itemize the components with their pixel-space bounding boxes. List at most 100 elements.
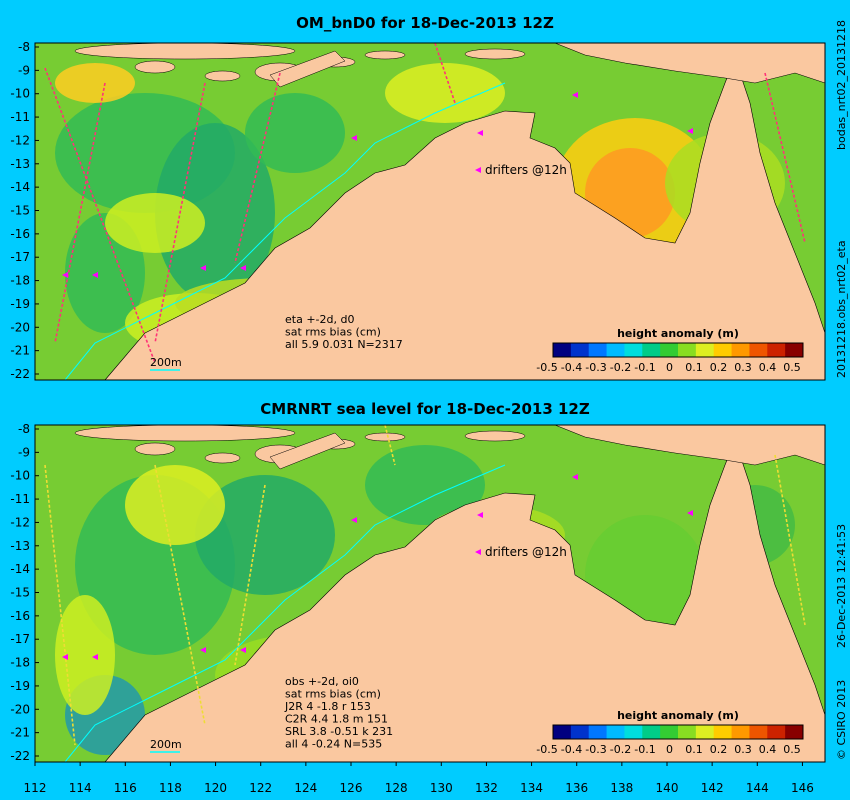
colorbar-swatch <box>660 725 679 739</box>
colorbar-tick-label: 0.2 <box>710 361 728 374</box>
colorbar-swatch <box>785 343 804 357</box>
y-tick-label: -15 <box>10 586 30 600</box>
anomaly-region <box>55 63 135 103</box>
colorbar-swatch <box>731 725 750 739</box>
y-tick-label: -13 <box>10 539 30 553</box>
y-tick-label: -8 <box>18 422 30 436</box>
drifter-marker <box>687 128 693 134</box>
colorbar-tick-label: 0.4 <box>759 361 777 374</box>
colorbar-tick-label: 0.1 <box>685 743 703 756</box>
satellite-track <box>234 484 266 666</box>
colorbar-swatch <box>785 725 804 739</box>
colorbar-tick-label: -0.4 <box>561 361 582 374</box>
x-tick-label: 120 <box>204 781 227 795</box>
satellite-track <box>154 82 206 344</box>
colorbar-swatch <box>749 725 768 739</box>
satellite-track <box>54 82 106 344</box>
info-line: eta +-2d, d0 <box>285 313 354 326</box>
colorbar-swatch <box>570 725 590 739</box>
drifter-marker <box>200 647 206 653</box>
colorbar-swatch <box>642 725 661 739</box>
island <box>134 60 176 74</box>
colorbar-swatch <box>713 725 733 739</box>
bottom-right-label-1: 26-Dec-2013 12:41:53 <box>835 523 848 648</box>
colorbar-swatch <box>731 343 750 357</box>
drifter-marker <box>351 135 357 141</box>
x-tick-label: 138 <box>610 781 633 795</box>
drifter-legend-icon <box>475 167 481 173</box>
drifter-marker <box>240 647 246 653</box>
colorbar-swatch <box>570 343 590 357</box>
anomaly-region <box>105 193 205 253</box>
x-tick-label: 144 <box>746 781 769 795</box>
x-tick-label: 114 <box>69 781 92 795</box>
x-tick-label: 134 <box>520 781 543 795</box>
satellite-track <box>234 72 281 264</box>
colorbar-tick-label: 0 <box>666 361 673 374</box>
island <box>204 70 241 82</box>
y-tick-label: -17 <box>10 250 30 264</box>
y-tick-label: -18 <box>10 656 30 670</box>
colorbar-tick-label: -0.5 <box>536 743 557 756</box>
colorbar-swatch <box>553 343 572 357</box>
info-line: sat rms bias (cm) <box>285 688 381 701</box>
x-tick-label: 122 <box>249 781 272 795</box>
y-tick-label: -9 <box>18 63 30 77</box>
x-tick-label: 136 <box>565 781 588 795</box>
colorbar-tick-label: -0.3 <box>585 361 606 374</box>
colorbar-swatch <box>553 725 572 739</box>
satellite-track <box>44 464 76 746</box>
y-tick-label: -12 <box>10 133 30 147</box>
anomaly-region <box>195 475 335 595</box>
y-tick-label: -20 <box>10 702 30 716</box>
x-tick-label: 132 <box>475 781 498 795</box>
top-map-title: OM_bnD0 for 18-Dec-2013 12Z <box>296 14 554 32</box>
anomaly-region <box>55 595 115 715</box>
y-tick-label: -15 <box>10 204 30 218</box>
island <box>464 48 526 60</box>
y-tick-label: -11 <box>10 492 30 506</box>
info-line: C2R 4.4 1.8 m 151 <box>285 713 388 726</box>
y-tick-label: -10 <box>10 469 30 483</box>
drifter-marker <box>572 474 578 480</box>
drifter-marker <box>477 130 483 136</box>
y-tick-label: -11 <box>10 110 30 124</box>
colorbar-frame <box>552 724 804 740</box>
y-tick-label: -21 <box>10 344 30 358</box>
y-tick-label: -19 <box>10 679 30 693</box>
colorbar-swatch <box>713 343 733 357</box>
colorbar-frame <box>552 342 804 358</box>
drifter-legend-icon <box>475 549 481 555</box>
drifter-marker <box>687 510 693 516</box>
drifter-marker <box>477 512 483 518</box>
y-tick-label: -10 <box>10 87 30 101</box>
island <box>134 442 176 456</box>
colorbar-tick-label: 0.5 <box>783 361 801 374</box>
y-tick-label: -8 <box>18 40 30 54</box>
colorbar-swatch <box>695 343 715 357</box>
x-tick-label: 126 <box>340 781 363 795</box>
drifter-marker <box>92 654 98 660</box>
y-tick-label: -20 <box>10 320 30 334</box>
info-line: sat rms bias (cm) <box>285 326 381 339</box>
satellite-track <box>44 67 156 364</box>
colorbar-swatch <box>678 343 697 357</box>
y-tick-label: -9 <box>18 445 30 459</box>
colorbar-swatch <box>642 343 661 357</box>
colorbar-tick-label: 0.2 <box>710 743 728 756</box>
colorbar-swatch <box>606 343 625 357</box>
colorbar-tick-label: -0.1 <box>634 361 655 374</box>
colorbar-swatch <box>660 343 679 357</box>
isobath-200m <box>64 464 506 763</box>
info-line: all 5.9 0.031 N=2317 <box>285 338 403 351</box>
drifter-marker <box>62 654 68 660</box>
drifter-marker <box>240 265 246 271</box>
x-tick-label: 112 <box>24 781 47 795</box>
info-line: all 4 -0.24 N=535 <box>285 738 382 751</box>
x-tick-label: 118 <box>159 781 182 795</box>
anomaly-region <box>245 93 345 173</box>
y-tick-label: -16 <box>10 227 30 241</box>
colorbar-tick-label: -0.4 <box>561 743 582 756</box>
x-tick-label: 142 <box>701 781 724 795</box>
